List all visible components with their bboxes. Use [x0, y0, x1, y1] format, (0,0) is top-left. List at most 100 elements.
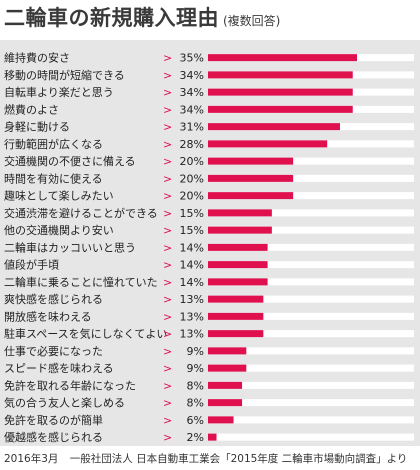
bar-track [208, 157, 414, 165]
value-label: 14% [180, 276, 204, 289]
bar [208, 157, 294, 165]
bar-track [208, 295, 414, 303]
bar-track [208, 416, 414, 424]
bar [208, 105, 353, 113]
bar [208, 416, 234, 424]
value-label: 9% [187, 362, 204, 375]
value-label: 9% [187, 345, 204, 358]
row-marker: > [163, 172, 172, 185]
row-marker: > [163, 241, 172, 254]
category-label: 気の合う友人と楽しめる [4, 396, 125, 410]
bar-track [208, 347, 414, 355]
bar [208, 174, 294, 182]
bar [208, 140, 328, 148]
bar [208, 192, 294, 200]
row-marker: > [163, 345, 172, 358]
value-label: 20% [180, 190, 204, 203]
category-label: 交通機関の不便さに備える [4, 154, 136, 168]
category-label: 開放感を味わえる [4, 309, 92, 323]
value-label: 13% [180, 310, 204, 323]
bar [208, 295, 264, 303]
bar-chart: 維持費の安さ >35% 移動の時間が短縮できる >34% 自転車より楽だと思う >34% 燃… [4, 51, 414, 444]
row-marker: > [163, 328, 172, 341]
category-label: 免許を取るのが簡単 [4, 413, 103, 427]
value-label: 31% [180, 121, 204, 134]
value-label: 20% [180, 155, 204, 168]
bar-track [208, 312, 414, 320]
category-label: 仕事で必要になった [4, 345, 103, 358]
category-label: 免許を取れる年齢になった [4, 378, 136, 392]
row-marker: > [163, 224, 172, 237]
row-marker: > [163, 397, 172, 410]
value-label: 2% [187, 431, 204, 444]
category-label: 移動の時間が短縮できる [4, 68, 125, 82]
category-label: 自転車より楽だと思う [4, 85, 114, 99]
category-label: 優越感を感じられる [4, 430, 103, 444]
bar-track [208, 209, 414, 217]
bar-track [208, 399, 414, 407]
row-marker: > [163, 431, 172, 444]
category-label: 時間を有効に使える [4, 171, 103, 185]
value-label: 8% [187, 379, 204, 392]
category-label: 二輪車に乗ることに憧れていた [4, 275, 158, 289]
bar [208, 347, 247, 355]
bar [208, 364, 247, 372]
category-label: 値段が手頃 [4, 258, 59, 272]
bar [208, 243, 268, 251]
bar-track [208, 364, 414, 372]
bar [208, 123, 340, 131]
category-label: 二輪車はカッコいいと思う [4, 240, 136, 254]
category-label: 駐車スペースを気にしなくてよい [4, 327, 167, 341]
bar [208, 261, 268, 269]
value-label: 15% [180, 224, 204, 237]
value-label: 34% [180, 69, 204, 82]
value-label: 14% [180, 259, 204, 272]
value-label: 6% [187, 414, 204, 427]
row-marker: > [163, 52, 172, 65]
bar [208, 71, 353, 79]
value-label: 34% [180, 103, 204, 116]
value-label: 20% [180, 172, 204, 185]
row-marker: > [163, 259, 172, 272]
category-label: スピード感を味わえる [4, 362, 114, 375]
row-marker: > [163, 103, 172, 116]
value-label: 15% [180, 207, 204, 220]
chart-title: 二輪車の新規購入理由 [4, 6, 219, 30]
row-marker: > [163, 121, 172, 134]
bar-track [208, 330, 414, 338]
chart-panel: 維持費の安さ >35% 移動の時間が短縮できる >34% 自転車より楽だと思う >34% 燃… [0, 40, 420, 446]
bar-track [208, 433, 414, 441]
row-marker: > [163, 379, 172, 392]
source-citation: 一般社団法人 日本自動車工業会「2015年度 二輪車市場動向調査」より [69, 453, 408, 465]
row-marker: > [163, 414, 172, 427]
bar [208, 278, 268, 286]
bar [208, 209, 272, 217]
bar-track [208, 278, 414, 286]
category-label: 燃費のよさ [4, 102, 59, 116]
category-label: 行動範囲が広くなる [4, 137, 103, 151]
bar [208, 54, 357, 62]
row-marker: > [163, 293, 172, 306]
row-marker: > [163, 190, 172, 203]
row-marker: > [163, 362, 172, 375]
value-label: 14% [180, 241, 204, 254]
bar [208, 312, 264, 320]
chart-header: 二輪車の新規購入理由 (複数回答) [4, 2, 280, 32]
category-label: 交通渋滞を避けることができる [4, 206, 158, 220]
bar [208, 226, 272, 234]
category-label: 爽快感を感じられる [4, 293, 103, 306]
row-marker: > [163, 207, 172, 220]
bar-track [208, 243, 414, 251]
chart-subtitle: (複数回答) [223, 14, 281, 28]
bar-track [208, 174, 414, 182]
bar [208, 330, 264, 338]
value-label: 8% [187, 397, 204, 410]
value-label: 13% [180, 293, 204, 306]
category-label: 他の交通機関より安い [4, 223, 114, 237]
bar [208, 88, 353, 96]
bar-track [208, 381, 414, 389]
bar [208, 433, 217, 441]
category-label: 維持費の安さ [4, 51, 70, 65]
category-label: 趣味として楽しみたい [4, 189, 114, 203]
row-marker: > [163, 138, 172, 151]
